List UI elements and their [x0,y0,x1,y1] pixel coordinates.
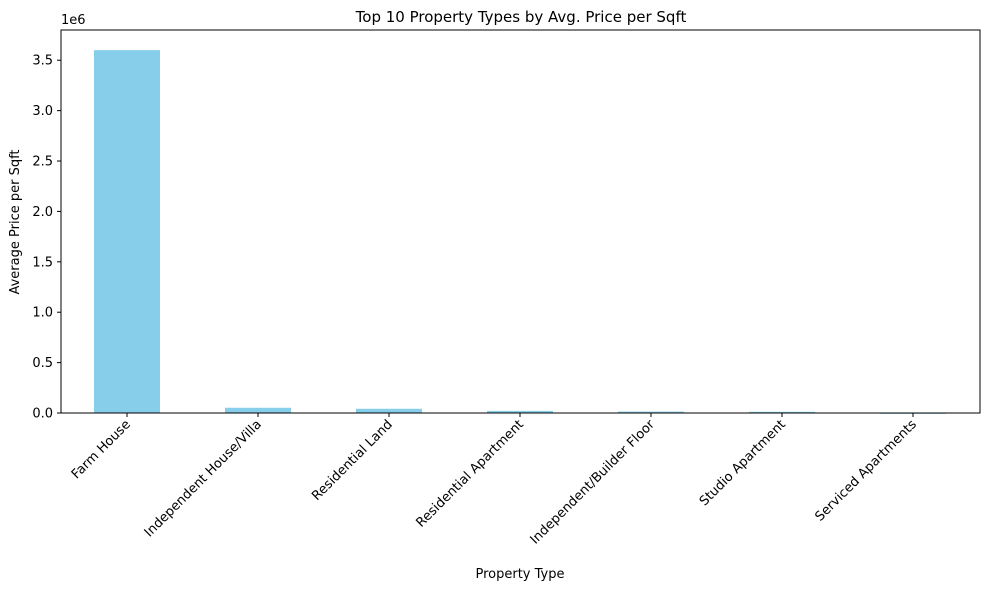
y-tick-label: 2.5 [32,155,53,170]
bar [618,411,684,413]
y-tick-label: 2.0 [32,205,53,220]
x-tick-label: Independent House/Villa [142,417,265,540]
y-axis-ticks: 0.0 0.5 1.0 1.5 2.0 2.5 3.0 3.5 [32,54,61,422]
y-tick-label: 3.0 [32,104,53,119]
x-tick-label: Serviced Apartments [813,417,920,524]
plot-frame [60,29,981,414]
chart-title: Top 10 Property Types by Avg. Price per … [355,8,687,26]
bar [356,408,422,413]
x-axis-ticks: Farm House Independent House/Villa Residen… [69,413,920,547]
bar [487,410,553,413]
y-tick-label: 3.5 [32,54,53,69]
x-axis-label: Property Type [475,567,564,582]
x-tick-label: Residential Apartment [413,417,526,530]
x-tick-label: Farm House [69,417,134,482]
y-axis-label: Average Price per Sqft [8,149,23,294]
y-tick-label: 1.5 [32,255,53,270]
bars-group [94,50,946,414]
y-tick-label: 1.0 [32,306,53,321]
x-tick-label: Studio Apartment [697,417,789,509]
bar [225,407,291,413]
x-tick-label: Residential Land [309,417,396,504]
x-tick-label: Independent/Builder Floor [528,417,659,548]
y-tick-label: 0.0 [32,407,53,422]
bar [94,50,160,413]
bar [749,411,815,413]
y-tick-label: 0.5 [32,356,53,371]
y-axis-offset-label: 1e6 [61,13,86,28]
